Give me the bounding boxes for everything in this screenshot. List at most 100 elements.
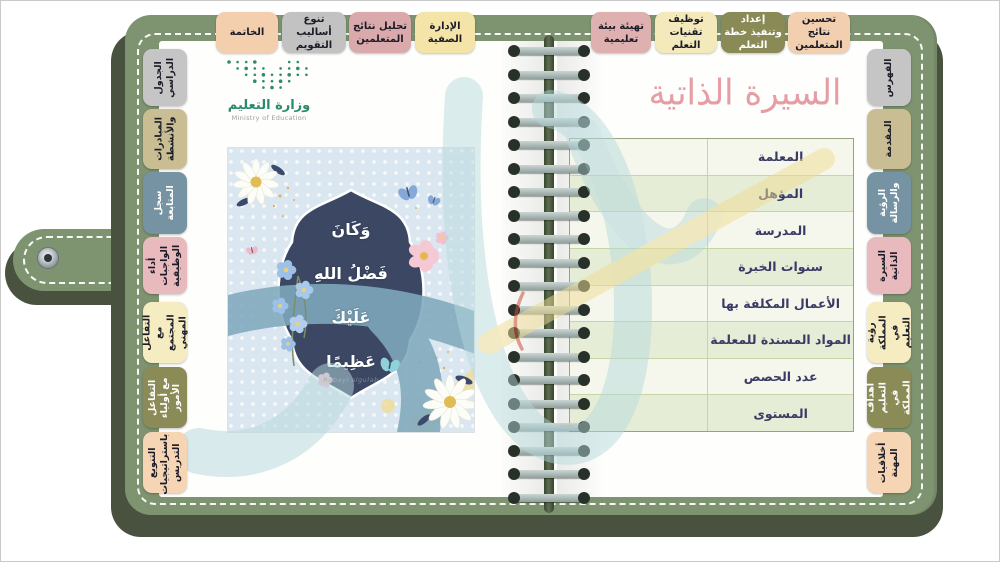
side-tab-label: الفهرس — [883, 58, 895, 97]
spiral-ring — [508, 186, 590, 198]
spiral-ring — [508, 162, 590, 175]
top-tab-label: الخاتمة — [229, 27, 265, 38]
spiral-ring — [508, 468, 590, 480]
left-side-tab-4[interactable]: أداء الواجبات الوظيفية — [143, 237, 187, 294]
side-tab-label: سجل المتابعة — [153, 185, 176, 221]
left-side-tab-6[interactable]: التفاعل مع أولياء الأمور — [143, 367, 187, 428]
top-tab-label: الإدارة الصفية — [427, 20, 463, 45]
left-side-tab-5[interactable]: التفاعل مع المجتمع المهني — [141, 302, 188, 363]
side-tab-label: أخلاقيات المهنة — [877, 442, 900, 483]
table-label-cell: المدرسة — [754, 222, 807, 238]
top-tab-8[interactable]: تحسين نتائج المتعلمين — [788, 12, 850, 53]
artist-signature: Rubayi algulab — [323, 376, 379, 384]
decorative-verse-card: وَكَانَ فَضْلُ اللهِ عَلَيْكَ عَظِيمًا R… — [228, 148, 474, 432]
table-row: المدرسة — [570, 212, 853, 249]
verse-line: عَلَيْكَ — [331, 308, 371, 327]
spiral-ring — [508, 397, 590, 410]
table-row: المواد المسندة للمعلمة — [570, 322, 853, 359]
right-side-tab-7[interactable]: أخلاقيات المهنة — [867, 432, 911, 493]
cover-stitching — [137, 33, 923, 505]
top-tab-4[interactable]: الإدارة الصفية — [415, 12, 475, 53]
spiral-ring — [508, 444, 590, 457]
table-label-cell: المواد المسندة للمعلمة — [710, 332, 851, 348]
side-tab-label: الرؤية والرسالة — [877, 182, 900, 224]
moe-logo-english-name: Ministry of Education — [231, 114, 307, 122]
table-value-cell[interactable] — [570, 175, 709, 212]
top-tab-label: تحسين نتائج المتعلمين — [795, 14, 843, 51]
table-row: المؤهل — [570, 175, 853, 213]
left-side-tab-7[interactable]: التنويع باستراتيجيات التدريس — [143, 432, 187, 495]
right-side-tab-1[interactable]: الفهرس — [867, 49, 911, 106]
right-side-tab-6[interactable]: أهداف التعليم في المملكة — [865, 367, 912, 428]
spiral-ring — [508, 303, 590, 316]
top-tab-3[interactable]: تحليل نتائج المتعلمين — [349, 12, 411, 53]
table-value-cell[interactable] — [570, 248, 709, 285]
side-tab-label: أداء الواجبات الوظيفية — [147, 244, 182, 287]
table-label-cell: المستوى — [753, 405, 808, 421]
spiral-ring — [508, 92, 590, 104]
verse-line: فَضْلُ اللهِ — [314, 264, 388, 283]
top-tab-5[interactable]: تهيئة بيئة تعليمية — [591, 12, 651, 53]
spiral-ring — [508, 45, 590, 57]
side-tab-label: رؤية المملكة في التعليم — [865, 315, 912, 350]
teal-ribbon — [228, 283, 474, 432]
table-value-cell[interactable] — [570, 212, 709, 248]
spiral-ring — [508, 233, 590, 245]
top-tab-6[interactable]: توظيف تقنيات التعلم — [655, 12, 717, 53]
right-side-tab-2[interactable]: المقدمة — [867, 109, 911, 169]
spiral-ring — [508, 68, 590, 81]
table-value-cell[interactable] — [570, 395, 709, 431]
clasp-snap-button — [37, 247, 59, 269]
side-tab-label: السيرة الذاتية — [877, 249, 900, 282]
table-label-cell: سنوات الخبرة — [738, 259, 823, 275]
top-tab-7[interactable]: إعداد وتنفيذ خطة التعلم — [721, 12, 785, 53]
left-side-tab-1[interactable]: الجدول الدراسي — [143, 49, 187, 106]
top-tab-label: تهيئة بيئة تعليمية — [597, 20, 645, 45]
right-side-tab-4[interactable]: السيرة الذاتية — [867, 237, 911, 294]
table-label-cell: المعلمة — [757, 149, 804, 165]
top-tab-label: تنوع أساليب التقويم — [295, 14, 333, 51]
spiral-ring — [508, 491, 590, 504]
table-value-cell[interactable] — [570, 322, 709, 358]
side-tab-label: التنويع باستراتيجيات التدريس — [147, 433, 182, 495]
table-row: المعلمة — [570, 139, 853, 176]
spiral-ring — [508, 280, 590, 292]
spiral-ring — [508, 350, 590, 363]
top-tab-label: إعداد وتنفيذ خطة التعلم — [724, 14, 782, 51]
right-side-tab-3[interactable]: الرؤية والرسالة — [867, 172, 911, 234]
table-row: المستوى — [570, 395, 853, 431]
table-label-cell: عدد الحصص — [743, 369, 818, 385]
moe-logo-arabic-name: وزارة التعليم — [227, 98, 311, 113]
table-row: عدد الحصص — [570, 358, 853, 396]
side-tab-label: المبادرات والأنشطة — [153, 116, 176, 162]
top-tab-2[interactable]: تنوع أساليب التقويم — [282, 12, 346, 53]
spiral-ring — [508, 115, 590, 128]
washi-dot — [381, 399, 395, 413]
table-value-cell[interactable] — [570, 139, 709, 175]
left-side-tab-3[interactable]: سجل المتابعة — [143, 172, 187, 234]
spiral-ring — [508, 139, 590, 151]
side-tab-label: المقدمة — [883, 120, 895, 158]
spiral-ring — [508, 256, 590, 269]
verse-card-artwork — [228, 158, 474, 432]
table-value-cell[interactable] — [570, 285, 709, 322]
left-side-tab-2[interactable]: المبادرات والأنشطة — [143, 109, 187, 169]
table-value-cell[interactable] — [570, 358, 709, 395]
side-tab-label: التفاعل مع أولياء الأمور — [147, 377, 182, 418]
moe-logo-dots-icon — [227, 60, 308, 90]
top-tab-1[interactable]: الخاتمة — [216, 12, 278, 53]
verse-line: وَكَانَ — [331, 220, 371, 239]
spiral-ring — [508, 209, 590, 222]
cv-table: المعلمة المؤهل المدرسة سنوات الخبرة الأعمال … — [569, 138, 854, 432]
right-side-tab-5[interactable]: رؤية المملكة في التعليم — [865, 302, 912, 363]
side-tab-label: أهداف التعليم في المملكة — [865, 380, 912, 415]
side-tab-label: الجدول الدراسي — [153, 57, 176, 98]
verse-text: وَكَانَ فَضْلُ اللهِ عَلَيْكَ عَظِيمًا — [228, 208, 474, 384]
table-label-cell: المؤهل — [758, 185, 804, 201]
spiral-ring — [508, 374, 590, 386]
table-row: الأعمال المكلفة بها — [570, 285, 853, 323]
page-title: السيرة الذاتية — [648, 72, 842, 114]
ministry-of-education-logo: وزارة التعليم Ministry of Education — [221, 58, 317, 122]
top-tab-label: تحليل نتائج المتعلمين — [352, 20, 408, 45]
